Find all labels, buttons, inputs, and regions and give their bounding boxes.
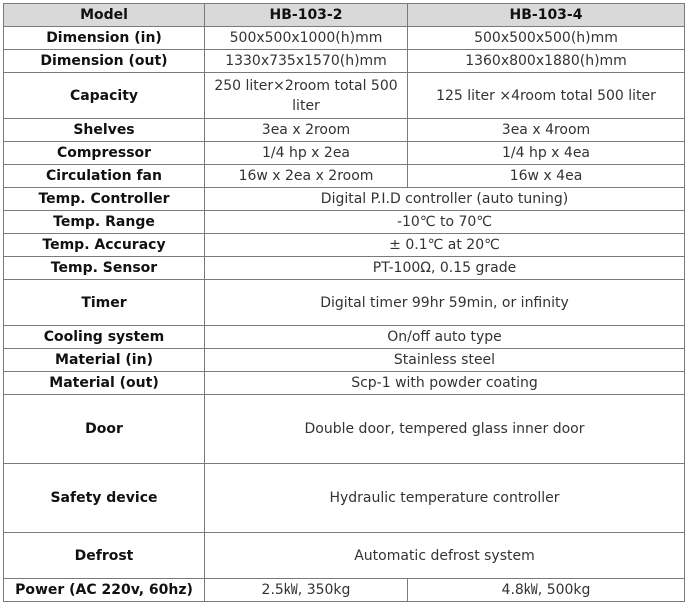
row-label: Temp. Range — [3, 210, 205, 234]
row-label: Timer — [3, 279, 205, 326]
row-label: Circulation fan — [3, 164, 205, 188]
row-label: Dimension (out) — [3, 49, 205, 73]
cell-shared-value: On/off auto type — [204, 325, 685, 349]
table-row: Compressor 1/4 hp x 2ea 1/4 hp x 4ea — [3, 141, 685, 165]
row-label: Defrost — [3, 532, 205, 579]
cell-shared-value: ± 0.1℃ at 20℃ — [204, 233, 685, 257]
cell-model-a: 250 liter×2room total 500 liter — [204, 72, 408, 119]
cell-model-b: 4.8㎾, 500kg — [407, 578, 685, 602]
cell-model-b: 3ea x 4room — [407, 118, 685, 142]
table-row: Temp. Accuracy ± 0.1℃ at 20℃ — [3, 233, 685, 257]
cell-shared-value: Scp-1 with powder coating — [204, 371, 685, 395]
row-label: Temp. Accuracy — [3, 233, 205, 257]
cell-model-b: 1360x800x1880(h)mm — [407, 49, 685, 73]
header-model-b: HB-103-4 — [407, 3, 685, 27]
cell-shared-value: -10℃ to 70℃ — [204, 210, 685, 234]
table-row: Timer Digital timer 99hr 59min, or infin… — [3, 279, 685, 326]
row-label: Cooling system — [3, 325, 205, 349]
table-row: Defrost Automatic defrost system — [3, 532, 685, 579]
table-row: Material (in) Stainless steel — [3, 348, 685, 372]
row-label: Temp. Controller — [3, 187, 205, 211]
cell-model-b: 1/4 hp x 4ea — [407, 141, 685, 165]
table-row: Material (out) Scp-1 with powder coating — [3, 371, 685, 395]
table-row: Temp. Controller Digital P.I.D controlle… — [3, 187, 685, 211]
row-label: Shelves — [3, 118, 205, 142]
table-row: Temp. Sensor PT-100Ω, 0.15 grade — [3, 256, 685, 280]
cell-shared-value: Double door, tempered glass inner door — [204, 394, 685, 464]
cell-model-b: 16w x 4ea — [407, 164, 685, 188]
table-row: Power (AC 220v, 60hz) 2.5㎾, 350kg 4.8㎾, … — [3, 578, 685, 602]
cell-model-a: 1330x735x1570(h)mm — [204, 49, 408, 73]
header-model-a: HB-103-2 — [204, 3, 408, 27]
cell-model-a: 500x500x1000(h)mm — [204, 26, 408, 50]
row-label: Dimension (in) — [3, 26, 205, 50]
cell-model-a: 3ea x 2room — [204, 118, 408, 142]
table-row: Capacity 250 liter×2room total 500 liter… — [3, 72, 685, 119]
row-label: Compressor — [3, 141, 205, 165]
row-label: Temp. Sensor — [3, 256, 205, 280]
cell-model-b: 500x500x500(h)mm — [407, 26, 685, 50]
table-row: Temp. Range -10℃ to 70℃ — [3, 210, 685, 234]
row-label: Power (AC 220v, 60hz) — [3, 578, 205, 602]
cell-shared-value: Automatic defrost system — [204, 532, 685, 579]
cell-shared-value: Stainless steel — [204, 348, 685, 372]
table-row: Door Double door, tempered glass inner d… — [3, 394, 685, 464]
table-row: Safety device Hydraulic temperature cont… — [3, 463, 685, 533]
table-row: Shelves 3ea x 2room 3ea x 4room — [3, 118, 685, 142]
cell-model-a: 1/4 hp x 2ea — [204, 141, 408, 165]
header-model-label: Model — [3, 3, 205, 27]
row-label: Material (in) — [3, 348, 205, 372]
row-label: Door — [3, 394, 205, 464]
cell-shared-value: PT-100Ω, 0.15 grade — [204, 256, 685, 280]
row-label: Safety device — [3, 463, 205, 533]
header-row: Model HB-103-2 HB-103-4 — [3, 3, 685, 27]
table-row: Cooling system On/off auto type — [3, 325, 685, 349]
table-row: Dimension (out) 1330x735x1570(h)mm 1360x… — [3, 49, 685, 73]
cell-model-a: 16w x 2ea x 2room — [204, 164, 408, 188]
cell-shared-value: Digital timer 99hr 59min, or infinity — [204, 279, 685, 326]
cell-model-a: 2.5㎾, 350kg — [204, 578, 408, 602]
cell-shared-value: Digital P.I.D controller (auto tuning) — [204, 187, 685, 211]
table-row: Circulation fan 16w x 2ea x 2room 16w x … — [3, 164, 685, 188]
cell-model-b: 125 liter ×4room total 500 liter — [407, 72, 685, 119]
row-label: Capacity — [3, 72, 205, 119]
table-row: Dimension (in) 500x500x1000(h)mm 500x500… — [3, 26, 685, 50]
spec-table: Model HB-103-2 HB-103-4 Dimension (in) 5… — [3, 3, 685, 602]
cell-shared-value: Hydraulic temperature controller — [204, 463, 685, 533]
row-label: Material (out) — [3, 371, 205, 395]
